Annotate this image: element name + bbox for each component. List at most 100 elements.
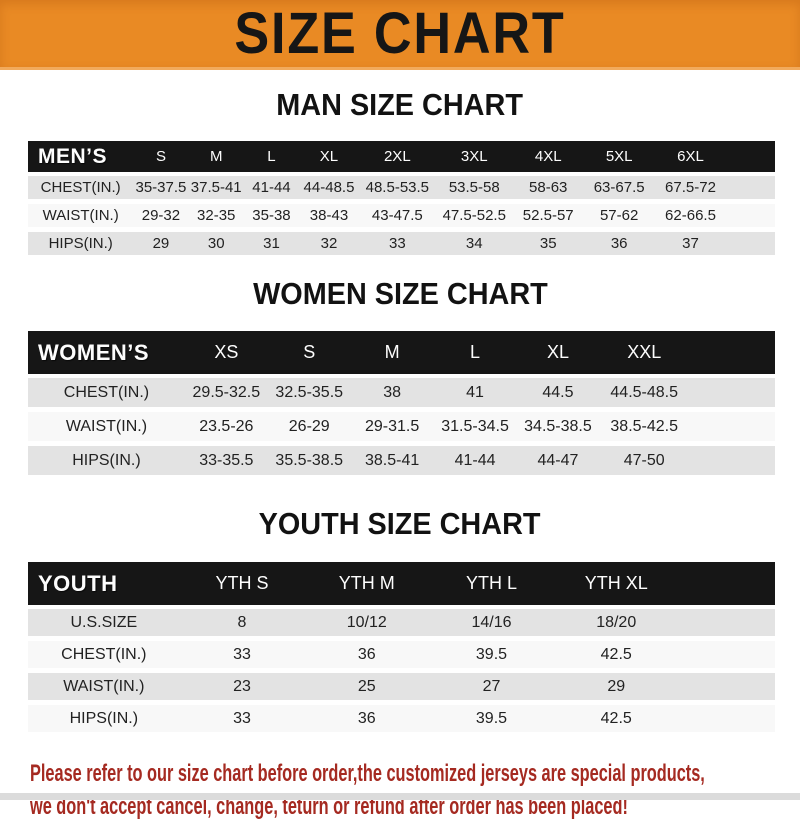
women-row-label: CHEST(IN.) <box>28 374 185 412</box>
size-value-cell: 33 <box>179 702 305 737</box>
size-value-cell: 38.5-41 <box>350 443 434 480</box>
size-value-cell: 39.5 <box>429 702 554 737</box>
women-table-row: HIPS(IN.) 33-35.5 35.5-38.5 38.5-41 41-44 44-… <box>28 443 775 480</box>
size-value-cell: 30 <box>188 229 244 260</box>
size-value-cell: 36 <box>583 229 655 260</box>
size-value-cell: 39.5 <box>429 638 554 673</box>
row-filler <box>726 172 775 204</box>
size-value-cell: 23.5-26 <box>184 409 268 446</box>
size-value-cell: 44-48.5 <box>299 172 359 204</box>
size-value-cell: 42.5 <box>553 638 679 673</box>
youth-row-label: CHEST(IN.) <box>28 638 180 673</box>
size-value-cell: 38-43 <box>299 201 359 232</box>
size-value-cell: 18/20 <box>553 605 679 641</box>
men-column-header: 6XL <box>654 141 727 174</box>
size-value-cell: 35-37.5 <box>133 172 189 204</box>
size-value-cell: 29-32 <box>133 201 189 232</box>
men-table-row: HIPS(IN.) 29 30 31 32 33 34 35 36 37 <box>28 229 775 260</box>
size-value-cell: 36 <box>304 702 430 737</box>
size-value-cell: 27 <box>429 670 554 705</box>
size-value-cell: 37.5-41 <box>188 172 244 204</box>
men-table-row: WAIST(IN.) 29-32 32-35 35-38 38-43 43-47.5 47.… <box>28 201 775 232</box>
youth-table-row: CHEST(IN.) 33 36 39.5 42.5 <box>28 638 775 673</box>
men-column-header: 5XL <box>583 141 655 174</box>
men-table-row: CHEST(IN.) 35-37.5 37.5-41 41-44 44-48.5 48.5… <box>28 172 775 204</box>
size-value-cell: 31.5-34.5 <box>433 409 517 446</box>
women-row-label: WAIST(IN.) <box>28 409 185 446</box>
youth-column-header: YTH L <box>429 562 554 607</box>
men-column-header: M <box>188 141 244 174</box>
youth-table-row: WAIST(IN.) 23 25 27 29 <box>28 670 775 705</box>
women-table-slot: WOMEN’S XS S M L XL XXL CHEST(IN.) 29.5-32.5 32.5… <box>0 331 800 480</box>
size-value-cell: 42.5 <box>553 702 679 737</box>
size-value-cell: 25 <box>304 670 430 705</box>
men-row-label: CHEST(IN.) <box>28 172 134 204</box>
women-column-header: XL <box>516 331 600 376</box>
youth-column-header: YTH M <box>304 562 430 607</box>
youth-row-label: WAIST(IN.) <box>28 670 180 705</box>
size-value-cell: 47.5-52.5 <box>435 201 513 232</box>
youth-size-table: YOUTH YTH S YTH M YTH L YTH XL U.S.SIZE 8 10/12… <box>28 562 775 737</box>
order-notice-line-1: Please refer to our size chart before or… <box>30 760 705 787</box>
size-value-cell: 33-35.5 <box>184 443 268 480</box>
banner: SIZE CHART <box>0 0 800 70</box>
size-value-cell: 32-35 <box>188 201 244 232</box>
row-filler <box>689 374 775 412</box>
size-value-cell: 29-31.5 <box>350 409 434 446</box>
size-value-cell: 57-62 <box>583 201 655 232</box>
youth-table-row: HIPS(IN.) 33 36 39.5 42.5 <box>28 702 775 737</box>
size-value-cell: 44.5 <box>516 374 600 412</box>
size-value-cell: 29 <box>553 670 679 705</box>
women-header-row: WOMEN’S XS S M L XL XXL <box>28 331 775 376</box>
size-value-cell: 37 <box>654 229 727 260</box>
size-value-cell: 35.5-38.5 <box>267 443 351 480</box>
size-value-cell: 43-47.5 <box>358 201 436 232</box>
size-value-cell: 35 <box>512 229 584 260</box>
men-row-label: HIPS(IN.) <box>28 229 134 260</box>
size-value-cell: 63-67.5 <box>583 172 655 204</box>
youth-row-label: HIPS(IN.) <box>28 702 180 737</box>
women-size-table: WOMEN’S XS S M L XL XXL CHEST(IN.) 29.5-32.5 32.5… <box>28 331 775 480</box>
header-filler <box>689 331 775 376</box>
youth-column-header: YTH XL <box>553 562 679 607</box>
size-value-cell: 32 <box>299 229 359 260</box>
men-column-header: 4XL <box>512 141 584 174</box>
size-value-cell: 34 <box>435 229 513 260</box>
men-column-header: 3XL <box>435 141 513 174</box>
men-size-table: MEN’S S M L XL 2XL 3XL 4XL 5XL 6XL CHEST(IN.) 35-37… <box>28 141 775 260</box>
men-column-header: 2XL <box>358 141 436 174</box>
women-column-header: XS <box>184 331 268 376</box>
size-value-cell: 33 <box>179 638 305 673</box>
size-value-cell: 38 <box>350 374 434 412</box>
size-value-cell: 44.5-48.5 <box>599 374 690 412</box>
size-value-cell: 38.5-42.5 <box>599 409 690 446</box>
size-value-cell: 29.5-32.5 <box>184 374 268 412</box>
size-value-cell: 58-63 <box>512 172 584 204</box>
size-value-cell: 41 <box>433 374 517 412</box>
size-value-cell: 53.5-58 <box>435 172 513 204</box>
size-value-cell: 34.5-38.5 <box>516 409 600 446</box>
youth-header-label: YOUTH <box>28 562 180 607</box>
youth-column-header: YTH S <box>179 562 305 607</box>
men-header-row: MEN’S S M L XL 2XL 3XL 4XL 5XL 6XL <box>28 141 775 174</box>
size-value-cell: 44-47 <box>516 443 600 480</box>
row-filler <box>678 702 775 737</box>
header-filler <box>678 562 775 607</box>
youth-table-slot: YOUTH YTH S YTH M YTH L YTH XL U.S.SIZE 8 10/12… <box>0 562 800 737</box>
size-value-cell: 31 <box>243 229 300 260</box>
row-filler <box>726 201 775 232</box>
size-value-cell: 62-66.5 <box>654 201 727 232</box>
row-filler <box>678 605 775 641</box>
women-header-label: WOMEN’S <box>28 331 185 376</box>
men-table-slot: MEN’S S M L XL 2XL 3XL 4XL 5XL 6XL CHEST(IN.) 35-37… <box>0 141 800 260</box>
size-value-cell: 67.5-72 <box>654 172 727 204</box>
size-value-cell: 23 <box>179 670 305 705</box>
women-column-header: XXL <box>599 331 690 376</box>
women-column-header: L <box>433 331 517 376</box>
size-value-cell: 32.5-35.5 <box>267 374 351 412</box>
men-column-header: L <box>243 141 300 174</box>
size-value-cell: 26-29 <box>267 409 351 446</box>
content: MAN SIZE CHART MEN’S S M L XL 2XL 3XL 4XL 5XL 6XL… <box>0 89 800 737</box>
size-value-cell: 41-44 <box>433 443 517 480</box>
size-value-cell: 47-50 <box>599 443 690 480</box>
